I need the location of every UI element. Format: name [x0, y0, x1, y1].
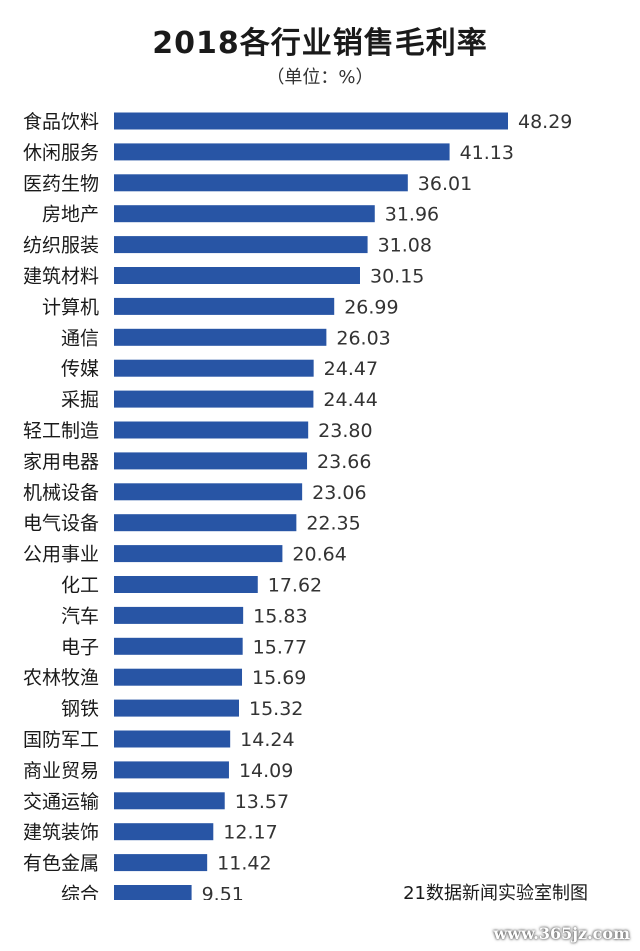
category-label: 综合 [61, 884, 99, 901]
bar [114, 792, 225, 810]
value-label: 9.51 [202, 884, 244, 901]
category-label: 家用电器 [23, 451, 99, 473]
value-label: 22.35 [306, 513, 360, 535]
category-label: 农林牧渔 [23, 667, 99, 689]
value-label: 31.08 [378, 235, 432, 257]
value-label: 23.06 [312, 482, 366, 504]
value-label: 23.80 [318, 420, 372, 442]
value-label: 41.13 [460, 142, 514, 164]
value-label: 30.15 [370, 266, 424, 288]
category-label: 交通运输 [23, 791, 99, 813]
value-label: 14.24 [240, 729, 294, 751]
bar [114, 606, 244, 624]
value-label: 11.42 [217, 853, 271, 875]
category-label: 房地产 [42, 204, 99, 226]
value-label: 12.17 [223, 822, 277, 844]
value-label: 26.03 [336, 327, 390, 349]
value-label: 20.64 [292, 544, 346, 566]
bar [114, 328, 327, 346]
category-label: 计算机 [42, 296, 99, 318]
category-label: 国防军工 [23, 729, 99, 751]
bar [114, 668, 243, 686]
value-label: 13.57 [235, 791, 289, 813]
bar [114, 637, 243, 655]
value-label: 14.09 [239, 760, 293, 782]
category-label: 商业贸易 [23, 760, 99, 782]
category-label: 建筑装饰 [23, 822, 99, 844]
value-label: 48.29 [518, 111, 572, 133]
bar [114, 885, 192, 900]
category-label: 建筑材料 [23, 266, 99, 288]
value-label: 23.66 [317, 451, 371, 473]
bar [114, 545, 283, 563]
value-label: 15.83 [253, 605, 307, 627]
category-label: 化工 [61, 575, 99, 597]
value-label: 31.96 [385, 204, 439, 226]
category-label: 传媒 [61, 358, 99, 380]
bar [114, 483, 303, 501]
bar [114, 205, 375, 223]
unit-label: （单位：%） [266, 67, 374, 88]
value-label: 15.77 [253, 636, 307, 658]
bar [114, 359, 314, 377]
category-label: 医药生物 [23, 173, 99, 195]
bar [114, 761, 229, 779]
category-label: 采掘 [61, 389, 99, 411]
value-label: 15.69 [252, 667, 306, 689]
category-label: 钢铁 [61, 698, 99, 720]
watermark: www.365jz.com [493, 924, 630, 943]
value-label: 17.62 [268, 575, 322, 597]
value-label: 24.44 [323, 389, 377, 411]
category-label: 有色金属 [23, 853, 99, 875]
bar [114, 823, 214, 841]
value-label: 15.32 [249, 698, 303, 720]
bar [114, 452, 308, 470]
category-label: 电子 [61, 636, 99, 658]
bar [114, 699, 239, 717]
value-label: 24.47 [324, 358, 378, 380]
bar [114, 236, 368, 254]
bar [114, 576, 258, 593]
category-label: 机械设备 [23, 482, 99, 504]
bar [114, 514, 297, 532]
bar-chart: 食品饮料 48.29 休闲服务 41.13 医药生物 36.01 房地产 31.96 纺织服装 3… [23, 111, 572, 901]
value-label: 36.01 [418, 173, 472, 195]
bar [114, 267, 360, 284]
value-label: 26.99 [344, 296, 398, 318]
bar [114, 297, 335, 315]
category-label: 轻工制造 [23, 420, 99, 442]
category-label: 通信 [61, 327, 99, 349]
category-label: 休闲服务 [23, 142, 99, 164]
bar [114, 390, 314, 408]
bar [114, 730, 231, 748]
category-label: 纺织服装 [23, 235, 99, 257]
category-label: 公用事业 [23, 544, 99, 566]
bar [114, 174, 408, 192]
category-label: 汽车 [61, 605, 99, 627]
bar [114, 143, 450, 161]
bar [114, 854, 208, 872]
source-credit: 21数据新闻实验室制图 [403, 883, 588, 904]
chart-title: 2018各行业销售毛利率 [152, 26, 488, 61]
category-label: 电气设备 [23, 513, 99, 535]
bar [114, 421, 309, 439]
bar [114, 112, 508, 130]
category-label: 食品饮料 [23, 111, 99, 133]
